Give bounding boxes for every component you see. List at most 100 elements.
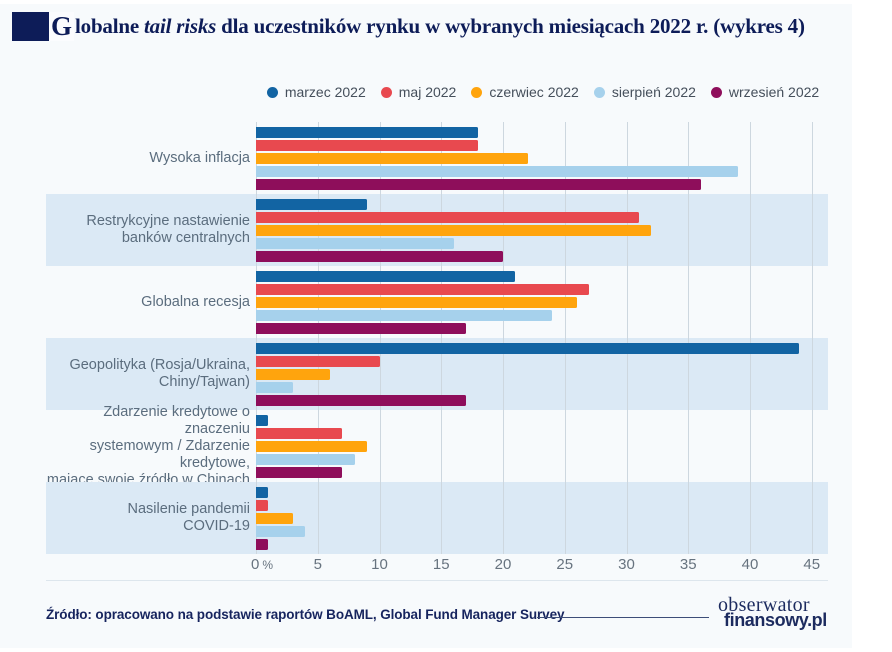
bar-group <box>256 410 368 482</box>
bar-wrzesień-2022-row1 <box>256 178 701 190</box>
brand-logo-line2: finansowy.pl <box>724 610 827 630</box>
bar-wrzesień-2022-row4 <box>256 394 466 406</box>
bar-chart: Wysoka inflacja Restrykcyjne nastawienie … <box>46 122 828 554</box>
bar-czerwiec-2022-row5 <box>256 440 368 452</box>
chart-title: G lobalne tail risks dla uczestników ryn… <box>12 10 805 42</box>
gridline-10 <box>379 122 381 554</box>
bar-marzec-2022-row6 <box>256 486 269 498</box>
chart-row-6: Nasilenie pandemii COVID-19 <box>46 482 828 554</box>
bar-group <box>256 338 800 410</box>
legend-label: wrzesień 2022 <box>728 84 820 100</box>
bar-czerwiec-2022-row1 <box>256 152 528 164</box>
bar-sierpień-2022-row5 <box>256 453 355 465</box>
legend-item-1: marzec 2022 <box>266 84 366 100</box>
bar-group <box>256 122 738 194</box>
x-tick-30: 30 <box>618 556 635 573</box>
bar-group <box>256 266 590 338</box>
legend-label: marzec 2022 <box>284 84 366 100</box>
category-label: Wysoka inflacja <box>149 149 250 166</box>
chart-row-2: Restrykcyjne nastawienie banków centraln… <box>46 194 828 266</box>
bar-marzec-2022-row4 <box>256 342 800 354</box>
title-text: lobalne tail risks dla uczestników rynku… <box>75 14 805 39</box>
bar-sierpień-2022-row6 <box>256 525 306 537</box>
bar-group <box>256 482 306 554</box>
bar-marzec-2022-row3 <box>256 270 516 282</box>
gridline-45 <box>811 122 813 554</box>
bar-sierpień-2022-row4 <box>256 381 294 393</box>
bar-marzec-2022-row1 <box>256 126 479 138</box>
bar-maj-2022-row3 <box>256 283 590 295</box>
bar-czerwiec-2022-row3 <box>256 296 578 308</box>
footer-rule <box>537 617 709 618</box>
legend-item-4: sierpień 2022 <box>593 84 696 100</box>
legend-swatch-icon <box>380 86 392 98</box>
x-tick-35: 35 <box>679 556 697 573</box>
chart-row-5: Zdarzenie kredytowe o znaczeniu systemow… <box>46 403 828 488</box>
legend-item-2: maj 2022 <box>380 84 457 100</box>
chart-row-1: Wysoka inflacja <box>46 122 828 194</box>
bar-group <box>256 194 652 266</box>
bar-wrzesień-2022-row2 <box>256 250 503 262</box>
chart-row-3: Globalna recesja <box>46 266 828 338</box>
gridline-0 <box>256 122 257 554</box>
axis-baseline <box>46 580 828 581</box>
legend-swatch-icon <box>710 86 722 98</box>
bar-czerwiec-2022-row6 <box>256 512 294 524</box>
category-label: Geopolityka (Rosja/Ukraina, Chiny/Tajwan… <box>69 357 250 390</box>
legend-label: maj 2022 <box>398 84 457 100</box>
legend-swatch-icon <box>471 86 483 98</box>
gridline-25 <box>564 122 566 554</box>
bar-wrzesień-2022-row3 <box>256 322 466 334</box>
title-italic-segment: tail risks <box>144 13 217 38</box>
x-axis: 0% 5 10 15 20 25 30 35 40 45 <box>46 556 828 578</box>
title-segment-2: dla uczestników rynku w wybranych miesią… <box>216 13 805 38</box>
bar-marzec-2022-row5 <box>256 414 269 426</box>
bar-czerwiec-2022-row2 <box>256 224 652 236</box>
gridline-5 <box>317 122 319 554</box>
legend-label: sierpień 2022 <box>611 84 696 100</box>
legend-swatch-icon <box>266 86 278 98</box>
x-tick-40: 40 <box>741 556 759 573</box>
bar-sierpień-2022-row1 <box>256 165 738 177</box>
gridline-30 <box>626 122 628 554</box>
legend-swatch-icon <box>593 86 605 98</box>
category-label: Nasilenie pandemii COVID-19 <box>127 501 250 534</box>
bar-marzec-2022-row2 <box>256 198 368 210</box>
legend-item-5: wrzesień 2022 <box>710 84 820 100</box>
gridline-15 <box>441 122 443 554</box>
x-tick-15: 15 <box>432 556 450 573</box>
title-drop-cap: G <box>49 10 75 41</box>
legend-label: czerwiec 2022 <box>489 84 579 100</box>
brand-logo-line1: obserwator <box>718 594 810 616</box>
x-tick-0: 0% <box>250 556 273 573</box>
bar-wrzesień-2022-row5 <box>256 466 343 478</box>
chart-row-4: Geopolityka (Rosja/Ukraina, Chiny/Tajwan… <box>46 338 828 410</box>
x-tick-10: 10 <box>371 556 388 573</box>
x-tick-20: 20 <box>494 556 512 573</box>
bar-maj-2022-row5 <box>256 427 343 439</box>
percent-sign: % <box>262 558 273 572</box>
gridline-40 <box>750 122 751 554</box>
brand-logo: obserwator finansowy.pl <box>718 595 834 629</box>
bar-maj-2022-row4 <box>256 355 380 367</box>
category-label: Globalna recesja <box>141 293 250 310</box>
gridline-20 <box>503 122 504 554</box>
bar-maj-2022-row1 <box>256 139 479 151</box>
x-tick-45: 45 <box>803 556 821 573</box>
bar-sierpień-2022-row2 <box>256 237 454 249</box>
legend: marzec 2022 maj 2022 czerwiec 2022 sierpień… <box>250 83 836 101</box>
category-label: Restrykcyjne nastawienie banków centraln… <box>86 213 250 246</box>
bar-czerwiec-2022-row4 <box>256 368 331 380</box>
legend-item-3: czerwiec 2022 <box>471 84 579 100</box>
x-tick-5: 5 <box>313 556 322 573</box>
x-tick-25: 25 <box>556 556 574 573</box>
bar-maj-2022-row2 <box>256 211 639 223</box>
gridline-35 <box>688 122 690 554</box>
bar-sierpień-2022-row3 <box>256 309 553 321</box>
category-label: Zdarzenie kredytowe o znaczeniu systemow… <box>46 403 250 488</box>
bar-maj-2022-row6 <box>256 499 269 511</box>
title-segment-1: lobalne <box>75 13 145 38</box>
source-note: Źródło: opracowano na podstawie raportów… <box>46 607 565 622</box>
bar-wrzesień-2022-row6 <box>256 538 269 550</box>
